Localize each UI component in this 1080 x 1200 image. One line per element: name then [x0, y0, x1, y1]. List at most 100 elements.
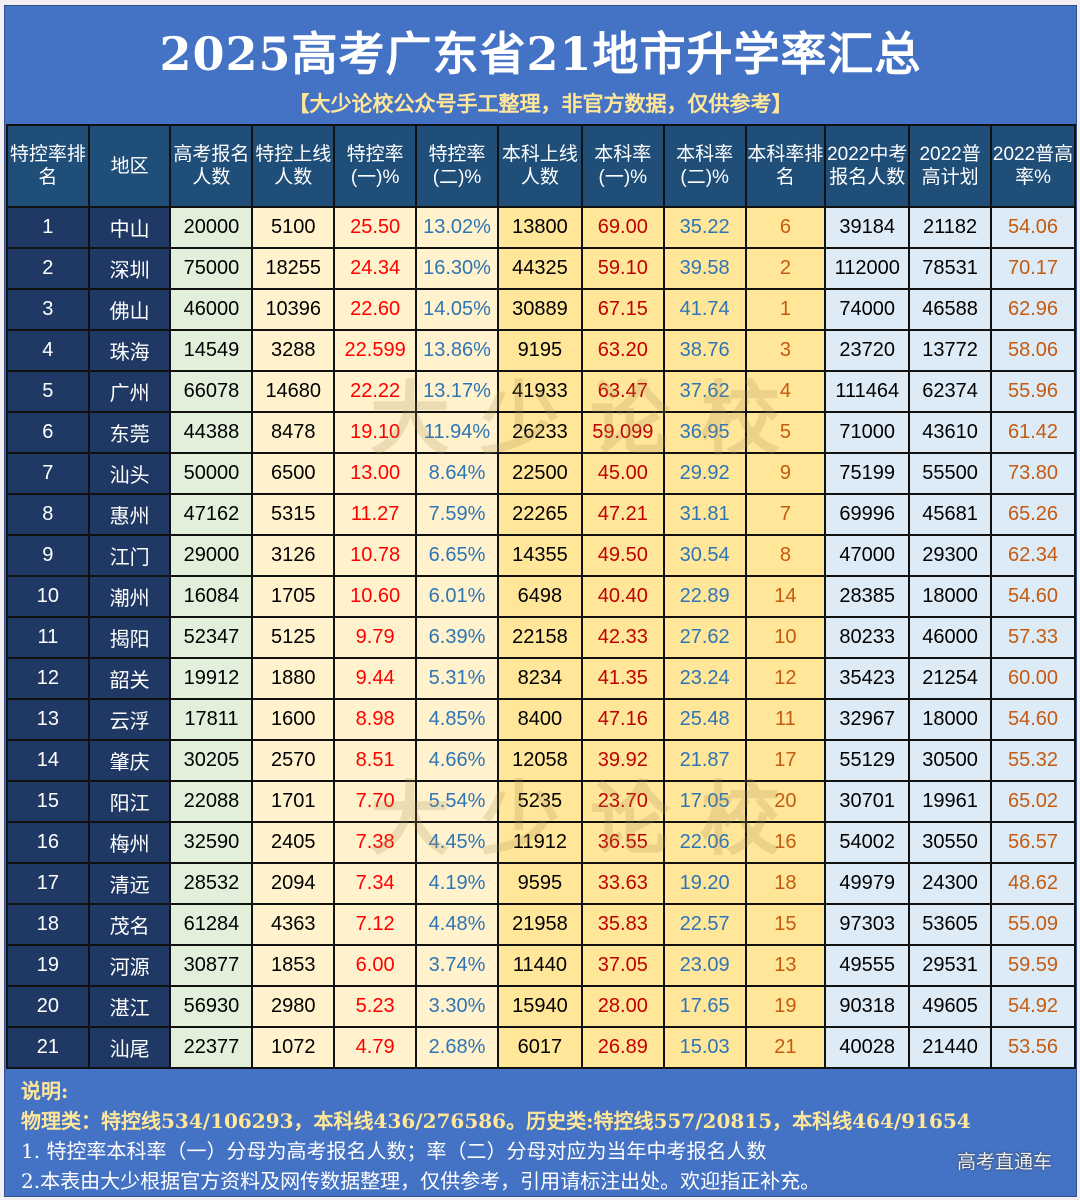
table-cell: 55.09 [990, 903, 1076, 946]
table-cell: 65.02 [990, 780, 1076, 823]
table-cell: 53605 [908, 903, 993, 946]
table-row: 3 佛山 46000 10396 22.60 14.05% 30889 67.15 41.74 1… [6, 288, 1076, 331]
table-cell: 21 [744, 1026, 827, 1069]
table-row: 10 潮州 16084 1705 10.60 6.01% 6498 40.40 22.89 14 2… [6, 575, 1076, 618]
table-cell: 韶关 [87, 657, 172, 700]
table-cell: 3 [744, 329, 827, 372]
table-cell: 18000 [908, 698, 993, 741]
table-cell: 7.34 [333, 862, 418, 905]
table-cell: 62.96 [990, 288, 1076, 331]
table-cell: 2570 [251, 739, 336, 782]
table-cell: 15940 [497, 985, 583, 1028]
table-cell: 21958 [497, 903, 583, 946]
page-subtitle: 【大少论校公众号手工整理，非官方数据，仅供参考】 [288, 91, 793, 116]
table-cell: 24.34 [333, 247, 418, 290]
table-cell: 10.78 [333, 534, 418, 577]
table-cell: 32967 [824, 698, 911, 741]
table-cell: 16 [744, 821, 827, 864]
table-cell: 31.81 [662, 493, 747, 536]
table-cell: 1880 [251, 657, 336, 700]
table-row: 18 茂名 61284 4363 7.12 4.48% 21958 35.83 22.57 15 9… [6, 903, 1076, 946]
table-cell: 55.32 [990, 739, 1076, 782]
column-header: 本科率排名 [744, 124, 827, 208]
table-cell: 78531 [908, 247, 993, 290]
table-cell: 16 [6, 821, 90, 864]
table-cell: 111464 [824, 370, 911, 413]
table-row: 12 韶关 19912 1880 9.44 5.31% 8234 41.35 23.24 12 35… [6, 657, 1076, 700]
table-cell: 49555 [824, 944, 911, 987]
table-cell: 49.50 [580, 534, 665, 577]
table-cell: 47000 [824, 534, 911, 577]
table-cell: 73.80 [990, 452, 1076, 495]
table-cell: 17.65 [662, 985, 747, 1028]
table-cell: 广州 [87, 370, 172, 413]
table-row: 5 广州 66078 14680 22.22 13.17% 41933 63.47 37.62 4… [6, 370, 1076, 413]
table-cell: 32590 [169, 821, 254, 864]
table-cell: 22.06 [662, 821, 747, 864]
table-cell: 112000 [824, 247, 911, 290]
column-header: 本科上线人数 [497, 124, 583, 208]
table-cell: 7.59% [415, 493, 499, 536]
table-cell: 56.57 [990, 821, 1076, 864]
table-cell: 42.33 [580, 616, 665, 659]
table-cell: 8.51 [333, 739, 418, 782]
table-cell: 55129 [824, 739, 911, 782]
table-cell: 57.33 [990, 616, 1076, 659]
table-cell: 1 [6, 206, 90, 249]
table-cell: 11 [6, 616, 90, 659]
table-cell: 湛江 [87, 985, 172, 1028]
table-cell: 41.35 [580, 657, 665, 700]
table-cell: 19.20 [662, 862, 747, 905]
table-cell: 河源 [87, 944, 172, 987]
table-cell: 东莞 [87, 411, 172, 454]
table-cell: 9195 [497, 329, 583, 372]
table-cell: 65.26 [990, 493, 1076, 536]
table-cell: 7.70 [333, 780, 418, 823]
table-cell: 33.63 [580, 862, 665, 905]
page-title: 2025高考广东省21地市升学率汇总 [159, 27, 922, 81]
table-row: 15 阳江 22088 1701 7.70 5.54% 5235 23.70 17.05 20 30… [6, 780, 1076, 823]
table-cell: 13800 [497, 206, 583, 249]
table-cell: 30205 [169, 739, 254, 782]
table-cell: 27.62 [662, 616, 747, 659]
table-cell: 4.66% [415, 739, 499, 782]
table-cell: 44388 [169, 411, 254, 454]
table-cell: 54002 [824, 821, 911, 864]
table-cell: 4.79 [333, 1026, 418, 1069]
table-cell: 47.16 [580, 698, 665, 741]
table-cell: 6017 [497, 1026, 583, 1069]
table-cell: 15 [744, 903, 827, 946]
table-row: 21 汕尾 22377 1072 4.79 2.68% 6017 26.89 15.03 21 40… [6, 1026, 1076, 1069]
table-row: 17 清远 28532 2094 7.34 4.19% 9595 33.63 19.20 18 49… [6, 862, 1076, 905]
table-cell: 35.83 [580, 903, 665, 946]
table-cell: 71000 [824, 411, 911, 454]
table-row: 2 深圳 75000 18255 24.34 16.30% 44325 59.10 39.58 2… [6, 247, 1076, 290]
table-cell: 53.56 [990, 1026, 1076, 1069]
table-row: 6 东莞 44388 8478 19.10 11.94% 26233 59.099 36.95 5… [6, 411, 1076, 454]
table-cell: 云浮 [87, 698, 172, 741]
table-cell: 13 [6, 698, 90, 741]
table-cell: 62374 [908, 370, 993, 413]
table-cell: 60.00 [990, 657, 1076, 700]
table-cell: 48.62 [990, 862, 1076, 905]
table-cell: 2094 [251, 862, 336, 905]
table-cell: 22088 [169, 780, 254, 823]
table-cell: 13.17% [415, 370, 499, 413]
table-row: 16 梅州 32590 2405 7.38 4.45% 11912 36.55 22.06 16 5… [6, 821, 1076, 864]
table-cell: 46000 [908, 616, 993, 659]
table-cell: 14355 [497, 534, 583, 577]
table-cell: 25.50 [333, 206, 418, 249]
table-cell: 惠州 [87, 493, 172, 536]
table-cell: 22.22 [333, 370, 418, 413]
table-cell: 69996 [824, 493, 911, 536]
table-cell: 47.21 [580, 493, 665, 536]
table-cell: 茂名 [87, 903, 172, 946]
table-cell: 61284 [169, 903, 254, 946]
column-header: 特控率(二)% [415, 124, 499, 208]
table-cell: 19 [6, 944, 90, 987]
table-cell: 45681 [908, 493, 993, 536]
column-header: 本科率(二)% [662, 124, 747, 208]
table-cell: 67.15 [580, 288, 665, 331]
table-cell: 59.10 [580, 247, 665, 290]
table-cell: 54.60 [990, 698, 1076, 741]
